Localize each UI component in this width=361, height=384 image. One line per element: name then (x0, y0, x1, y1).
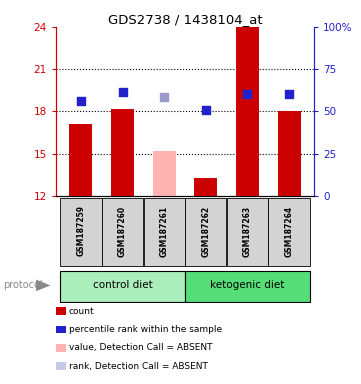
FancyBboxPatch shape (60, 270, 185, 302)
Bar (236, 27, 259, 196)
FancyBboxPatch shape (60, 199, 101, 266)
Point (286, 91, 292, 97)
Text: GSM187262: GSM187262 (201, 205, 210, 257)
Text: GSM187264: GSM187264 (284, 205, 293, 257)
Text: protocol: protocol (4, 280, 43, 290)
Bar (194, 177, 217, 196)
Point (78, 98, 84, 104)
Polygon shape (36, 280, 51, 291)
Bar (153, 151, 176, 196)
Text: ketogenic diet: ketogenic diet (210, 280, 284, 290)
Text: count: count (69, 306, 95, 316)
Bar (278, 111, 301, 196)
Bar (69, 124, 92, 196)
FancyBboxPatch shape (185, 199, 226, 266)
Point (161, 94, 167, 100)
FancyBboxPatch shape (144, 199, 185, 266)
Bar (111, 109, 134, 196)
FancyBboxPatch shape (227, 199, 268, 266)
FancyBboxPatch shape (185, 270, 310, 302)
Text: GSM187259: GSM187259 (77, 205, 86, 257)
Title: GDS2738 / 1438104_at: GDS2738 / 1438104_at (108, 13, 262, 26)
Text: percentile rank within the sample: percentile rank within the sample (69, 325, 222, 334)
FancyBboxPatch shape (269, 199, 310, 266)
Text: value, Detection Call = ABSENT: value, Detection Call = ABSENT (69, 343, 213, 353)
FancyBboxPatch shape (102, 199, 143, 266)
Text: control diet: control diet (93, 280, 152, 290)
Point (120, 89, 126, 95)
Text: GSM187261: GSM187261 (160, 205, 169, 257)
Point (203, 107, 209, 113)
Text: GSM187260: GSM187260 (118, 205, 127, 257)
Text: GSM187263: GSM187263 (243, 205, 252, 257)
Point (244, 91, 250, 97)
Text: rank, Detection Call = ABSENT: rank, Detection Call = ABSENT (69, 362, 208, 371)
